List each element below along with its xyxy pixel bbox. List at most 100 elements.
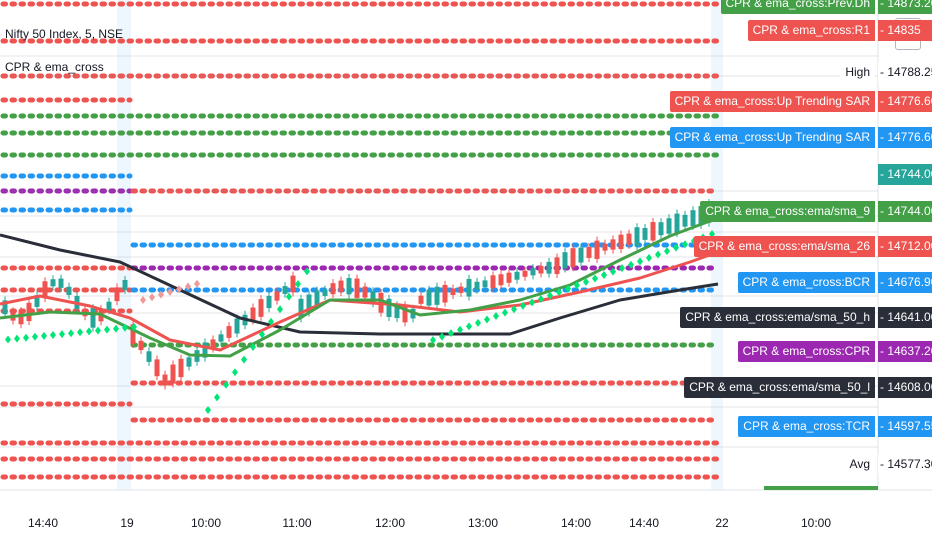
candle-body bbox=[666, 218, 672, 234]
candle-body bbox=[458, 286, 464, 293]
candle-body bbox=[546, 261, 552, 274]
sar-dot bbox=[475, 318, 481, 327]
indicator-legend[interactable]: CPR & ema_cross bbox=[5, 60, 104, 74]
candle-body bbox=[658, 222, 664, 236]
sar-dot bbox=[113, 324, 119, 333]
sar-dot bbox=[295, 280, 301, 288]
time-tick-label: 10:00 bbox=[800, 516, 832, 530]
candle-body bbox=[186, 357, 192, 367]
candle-body bbox=[594, 240, 600, 259]
candle-body bbox=[554, 257, 560, 275]
session-break-shade bbox=[117, 0, 131, 490]
candle-body bbox=[578, 247, 584, 263]
sar-dot bbox=[286, 292, 292, 301]
candle-body bbox=[58, 278, 64, 288]
sar-dot bbox=[95, 326, 101, 335]
price-label-tag: CPR & ema_cross:Up Trending SAR bbox=[669, 127, 875, 148]
candle-body bbox=[290, 275, 296, 293]
candle-body bbox=[298, 298, 304, 319]
time-tick-label: 22 bbox=[715, 516, 729, 530]
price-label-tag: CPR & ema_cross:CPR bbox=[737, 341, 875, 362]
time-tick-label: 14:00 bbox=[560, 516, 592, 530]
price-scale-value: - 14776.60 bbox=[878, 91, 932, 112]
time-tick-label: 11:00 bbox=[282, 516, 312, 530]
price-label-tag: Avg bbox=[844, 454, 875, 475]
price-scale-value: - 14641.00 bbox=[878, 307, 932, 328]
sar-dot bbox=[709, 229, 715, 238]
candle-body bbox=[362, 286, 368, 298]
price-scale-value: - 14873.20 bbox=[878, 0, 932, 14]
sar-dot bbox=[664, 247, 670, 256]
sar-dot bbox=[565, 284, 571, 293]
candle-body bbox=[570, 248, 576, 268]
sar-dot bbox=[131, 322, 137, 331]
sar-dot bbox=[304, 267, 310, 276]
candle-body bbox=[682, 214, 688, 227]
price-scale-value: - 14744.00 bbox=[878, 201, 932, 222]
sar-dot bbox=[556, 288, 562, 297]
price-scale-value: - 14776.60 bbox=[878, 127, 932, 148]
sar-dot bbox=[214, 393, 220, 402]
sar-dot bbox=[185, 282, 191, 291]
candle-body bbox=[258, 299, 264, 317]
candle-body bbox=[490, 275, 496, 289]
candle-body bbox=[498, 274, 504, 286]
candle-body bbox=[114, 287, 120, 302]
candle-body bbox=[346, 278, 352, 295]
time-tick-label: 19 bbox=[120, 516, 134, 530]
sar-dot bbox=[241, 355, 247, 364]
candle-body bbox=[506, 272, 512, 283]
sar-dot bbox=[77, 328, 83, 337]
sar-dot bbox=[484, 315, 490, 324]
price-scale-value: - 14712.00 bbox=[878, 236, 932, 257]
sar-dot bbox=[50, 331, 56, 339]
candle-body bbox=[202, 342, 208, 358]
sar-dot bbox=[466, 322, 472, 331]
sar-dot bbox=[205, 406, 211, 414]
candle-body bbox=[562, 252, 568, 269]
candle-body bbox=[690, 210, 696, 227]
candle-body bbox=[162, 374, 168, 386]
sar-dot bbox=[520, 301, 526, 310]
sar-dot bbox=[592, 274, 598, 283]
sar-dot bbox=[232, 368, 238, 377]
candle-body bbox=[370, 291, 376, 304]
price-label-tag: CPR & ema_cross:ema/sma_26 bbox=[693, 236, 875, 257]
sar-dot bbox=[529, 298, 535, 307]
price-label-tag: High bbox=[840, 62, 875, 83]
price-label-tag: CPR & ema_cross:ema/sma_50_h bbox=[680, 307, 875, 328]
candle-body bbox=[154, 359, 160, 377]
candle-body bbox=[586, 246, 592, 258]
sar-dot bbox=[194, 279, 200, 288]
sar-dot bbox=[32, 332, 38, 341]
time-tick-label: 12:00 bbox=[374, 516, 406, 530]
sar-dot bbox=[5, 335, 11, 344]
symbol-legend[interactable]: Nifty 50 Index, 5, NSE bbox=[5, 27, 124, 41]
candle-body bbox=[642, 227, 648, 240]
sar-dot bbox=[583, 277, 589, 286]
time-tick-label: 13:00 bbox=[467, 516, 499, 530]
price-scale-value: - 14608.00 bbox=[878, 377, 932, 398]
candle-body bbox=[514, 271, 520, 280]
sar-dot bbox=[511, 305, 517, 314]
sar-dot bbox=[430, 336, 436, 344]
time-tick-label: 10:00 bbox=[190, 516, 222, 530]
sar-dot bbox=[14, 334, 20, 343]
sar-dot bbox=[619, 264, 625, 273]
sar-dot bbox=[547, 291, 553, 300]
sar-dot bbox=[167, 287, 173, 296]
price-scale-value: - 14676.90 bbox=[878, 272, 932, 293]
price-label-tag: CPR & ema_cross:BCR bbox=[737, 272, 875, 293]
sar-dot bbox=[655, 250, 661, 259]
sar-dot bbox=[538, 294, 544, 303]
candle-body bbox=[210, 339, 216, 349]
sar-dot bbox=[601, 271, 607, 280]
time-tick-label: 14:40 bbox=[27, 516, 59, 530]
sar-dot bbox=[646, 253, 652, 262]
sar-dot bbox=[448, 329, 454, 338]
sar-dot bbox=[41, 331, 47, 340]
candle-body bbox=[522, 270, 528, 277]
candle-body bbox=[338, 280, 344, 293]
price-scale-value: - 14835 bbox=[878, 20, 932, 41]
